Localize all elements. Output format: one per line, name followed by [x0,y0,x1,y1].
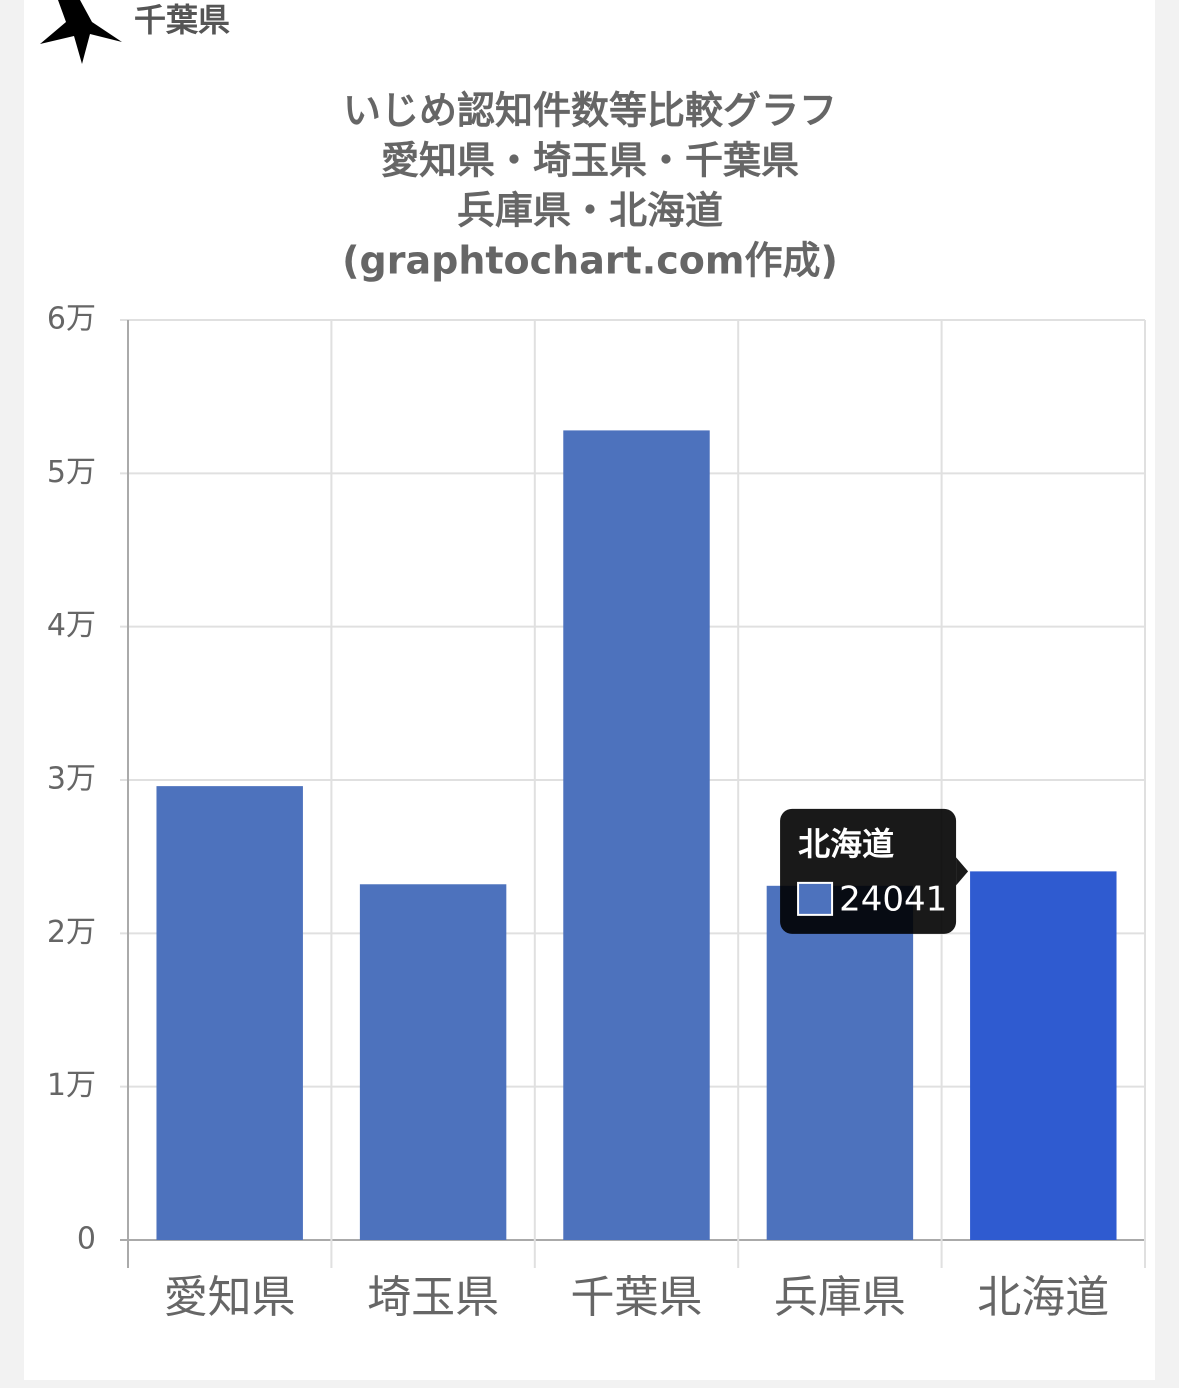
y-tick-label: 1万 [47,1068,96,1103]
x-tick-label: 千葉県 [571,1272,703,1323]
x-tick-label: 北海道 [977,1272,1109,1323]
tooltip-arrow [956,857,969,886]
x-tick-label: 愛知県 [164,1272,296,1323]
y-tick-label: 0 [77,1222,96,1257]
tooltip-value: 24041 [839,879,947,919]
header-label: 千葉県 [134,1,230,39]
x-tick-label: 兵庫県 [774,1272,906,1323]
y-tick-label: 4万 [47,608,96,643]
bar [970,871,1117,1240]
bar [563,430,710,1240]
chart-title: (graphtochart.com作成) [342,239,838,283]
bar [359,884,507,1240]
bar [766,885,914,1240]
logo [40,0,122,64]
y-tick-label: 2万 [47,915,96,950]
y-tick-label: 6万 [47,302,96,337]
y-tick-label: 3万 [47,762,96,797]
chart-title: 愛知県・埼玉県・千葉県 [381,139,799,183]
x-tick-label: 埼玉県 [367,1272,499,1323]
tooltip-title: 北海道 [798,825,894,863]
chart-title: いじめ認知件数等比較グラフ [343,89,837,133]
chart-title: 兵庫県・北海道 [457,189,723,233]
bar [156,786,303,1240]
tooltip-swatch [797,881,834,916]
y-tick-label: 5万 [47,455,96,490]
